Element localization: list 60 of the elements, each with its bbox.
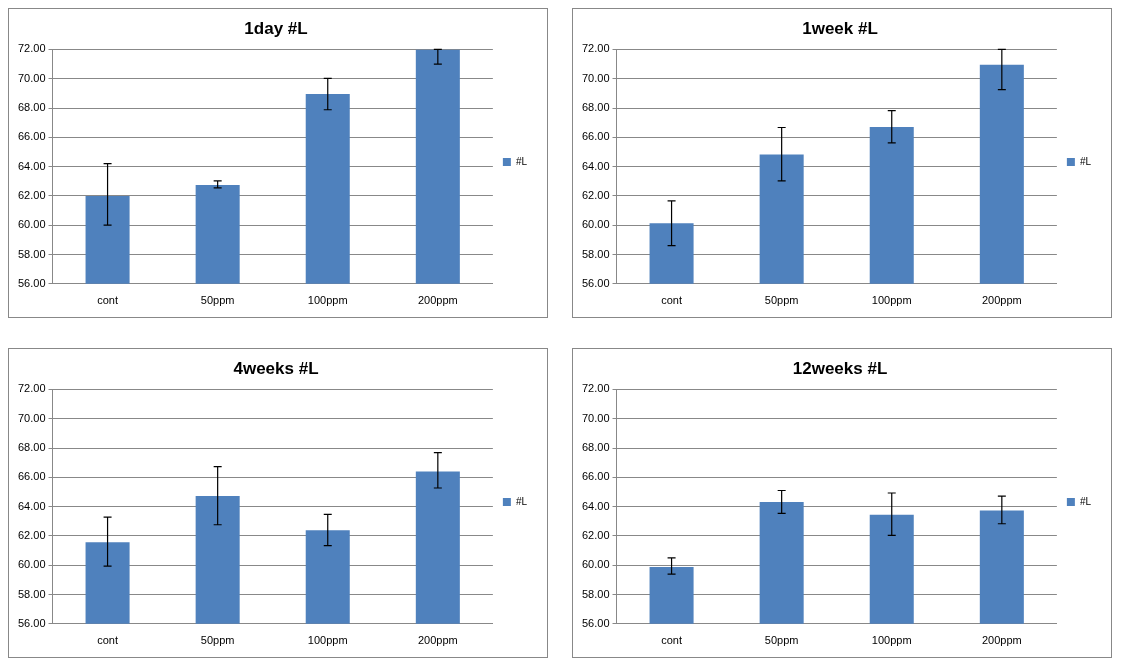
y-tick-label: 58.00 <box>582 247 610 260</box>
y-tick-label: 60.00 <box>582 558 610 571</box>
x-tick-label: 100ppm <box>307 294 348 307</box>
y-tick-label: 58.00 <box>582 587 610 600</box>
y-tick-label: 70.00 <box>18 71 46 84</box>
x-tick-label: 200ppm <box>417 634 458 647</box>
x-tick-label: cont <box>661 294 682 307</box>
y-tick-label: 62.00 <box>18 188 46 201</box>
y-tick-label: 72.00 <box>582 42 610 55</box>
y-tick-label: 58.00 <box>18 247 46 260</box>
x-tick-label: 50ppm <box>764 634 799 647</box>
y-tick-label: 62.00 <box>582 188 610 201</box>
x-tick-label: 50ppm <box>200 294 235 307</box>
y-tick-label: 64.00 <box>18 499 46 512</box>
y-tick-label: 62.00 <box>18 528 46 541</box>
y-tick-label: 56.00 <box>18 276 46 289</box>
x-tick-label: cont <box>97 634 118 647</box>
y-tick-label: 60.00 <box>18 218 46 231</box>
y-tick-label: 68.00 <box>18 441 46 454</box>
y-tick-label: 68.00 <box>582 441 610 454</box>
x-tick-label: 100ppm <box>871 294 912 307</box>
x-tick-label: 100ppm <box>871 634 912 647</box>
x-tick-label: 200ppm <box>417 294 458 307</box>
y-tick-label: 72.00 <box>18 42 46 55</box>
x-tick-label: cont <box>97 294 118 307</box>
x-tick-label: 200ppm <box>981 634 1022 647</box>
chart-title: 1week #L <box>802 18 878 38</box>
chart-title: 4weeks #L <box>233 358 319 378</box>
y-tick-label: 56.00 <box>18 616 46 629</box>
y-tick-label: 58.00 <box>18 587 46 600</box>
legend-label: #L <box>515 155 528 167</box>
x-tick-label: cont <box>661 634 682 647</box>
y-tick-label: 66.00 <box>582 130 610 143</box>
y-tick-label: 62.00 <box>582 528 610 541</box>
x-tick-label: 50ppm <box>764 294 799 307</box>
y-tick-label: 68.00 <box>582 101 610 114</box>
y-tick-label: 56.00 <box>582 616 610 629</box>
x-tick-label: 200ppm <box>981 294 1022 307</box>
y-tick-label: 72.00 <box>582 382 610 395</box>
y-tick-label: 70.00 <box>582 71 610 84</box>
y-tick-label: 68.00 <box>18 101 46 114</box>
y-tick-label: 70.00 <box>18 411 46 424</box>
y-tick-label: 60.00 <box>18 558 46 571</box>
y-tick-label: 70.00 <box>582 411 610 424</box>
chart-title: 1day #L <box>244 18 308 38</box>
y-tick-label: 64.00 <box>582 159 610 172</box>
chart-title: 12weeks #L <box>792 358 888 378</box>
x-tick-label: 100ppm <box>307 634 348 647</box>
legend-label: #L <box>515 495 528 507</box>
y-tick-label: 56.00 <box>582 276 610 289</box>
y-tick-label: 66.00 <box>18 470 46 483</box>
y-tick-label: 64.00 <box>18 159 46 172</box>
y-tick-label: 66.00 <box>18 130 46 143</box>
legend-label: #L <box>1079 495 1092 507</box>
y-tick-label: 66.00 <box>582 470 610 483</box>
legend-label: #L <box>1079 155 1092 167</box>
x-tick-label: 50ppm <box>200 634 235 647</box>
y-tick-label: 60.00 <box>582 218 610 231</box>
y-tick-label: 72.00 <box>18 382 46 395</box>
y-tick-label: 64.00 <box>582 499 610 512</box>
